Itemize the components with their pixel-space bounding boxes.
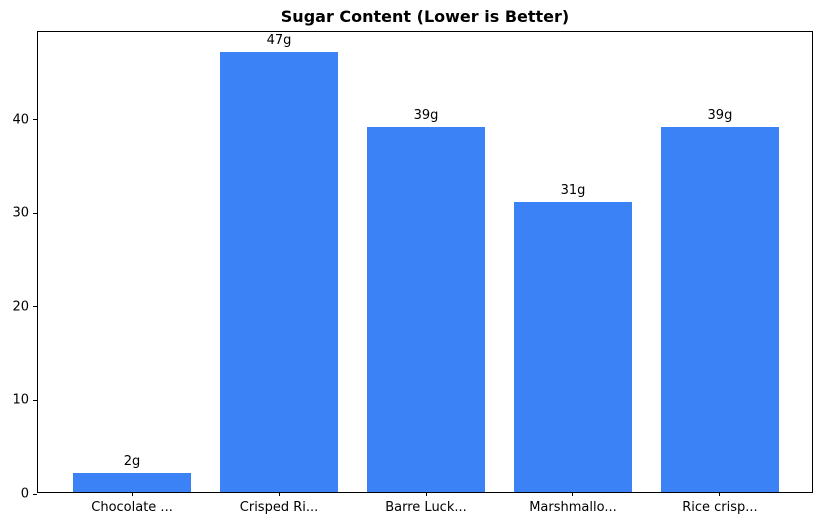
y-tick xyxy=(33,306,37,308)
y-tick xyxy=(33,212,37,214)
x-tick xyxy=(572,492,574,496)
y-tick-label: 20 xyxy=(12,299,29,315)
x-tick xyxy=(278,492,280,496)
y-tick-label: 10 xyxy=(12,392,29,408)
bar-value-label: 39g xyxy=(707,107,733,123)
bar xyxy=(367,126,485,492)
bar xyxy=(73,473,191,492)
bar xyxy=(514,201,632,492)
x-tick xyxy=(131,492,133,496)
bar-value-label: 2g xyxy=(123,454,141,470)
x-tick xyxy=(425,492,427,496)
x-tick-label: Marshmallo... xyxy=(529,500,617,515)
bar-value-label: 39g xyxy=(413,107,439,123)
bar xyxy=(661,126,779,492)
chart-title: Sugar Content (Lower is Better) xyxy=(280,7,570,26)
y-tick xyxy=(33,493,37,495)
plot-area: 0 10 20 30 40 2g Chocolate ... 47g Crisped Ri...… xyxy=(12,31,813,515)
y-tick xyxy=(33,119,37,121)
y-tick-label: 40 xyxy=(12,112,29,128)
y-tick-label: 30 xyxy=(12,205,29,221)
y-tick xyxy=(33,399,37,401)
bar xyxy=(220,52,338,492)
x-tick-label: Crisped Ri... xyxy=(239,500,319,515)
x-tick-label: Barre Luck... xyxy=(385,500,467,515)
x-tick-label: Rice crisp... xyxy=(682,500,758,515)
bar-value-label: 47g xyxy=(266,33,292,48)
x-tick xyxy=(719,492,721,496)
y-tick-label: 0 xyxy=(20,486,29,502)
bar-value-label: 31g xyxy=(560,182,586,198)
x-tick-label: Chocolate ... xyxy=(91,500,173,515)
